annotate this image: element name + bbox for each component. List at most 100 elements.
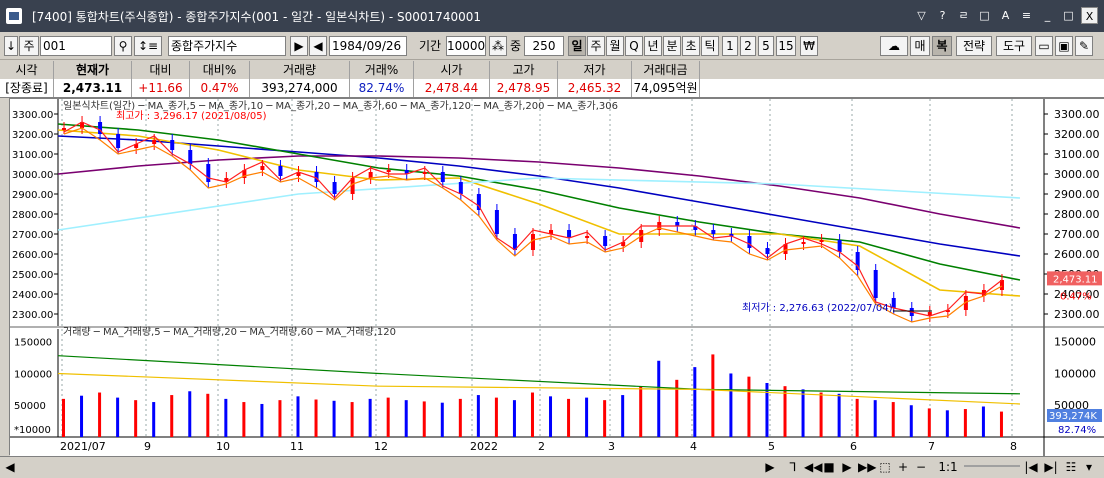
- volume-bar: [152, 402, 156, 437]
- interval-week[interactable]: 주: [587, 36, 605, 56]
- y-tick-right: 3100.00: [1054, 148, 1100, 161]
- volume-bar: [224, 398, 228, 437]
- stop-icon[interactable]: ■: [823, 460, 835, 474]
- zoom-box-icon[interactable]: ⬚: [879, 460, 891, 474]
- candle-body: [422, 172, 427, 174]
- chart-svg[interactable]: 3300.003300.003200.003200.003100.003100.…: [0, 99, 1104, 456]
- zoom-in-icon[interactable]: +: [897, 460, 909, 474]
- scroll-right-icon[interactable]: ▶: [765, 460, 775, 474]
- candle-body: [711, 230, 716, 234]
- link-button[interactable]: ㄹ: [958, 9, 969, 22]
- x-tick-label: 5: [768, 440, 775, 453]
- forward-icon[interactable]: ▶▶: [858, 460, 877, 474]
- market-select[interactable]: 주: [19, 36, 39, 56]
- x-tick-label: 4: [690, 440, 697, 453]
- interval-quarter[interactable]: Q: [625, 36, 643, 56]
- volume-bar: [170, 395, 174, 437]
- left-scroll-panel[interactable]: [0, 98, 10, 455]
- strategy-button[interactable]: 전략: [956, 36, 992, 56]
- interval-15[interactable]: 15: [776, 36, 796, 56]
- volume-bar: [837, 393, 841, 437]
- candle-body: [729, 234, 734, 236]
- first-page-icon[interactable]: |◀: [1024, 460, 1038, 474]
- y-tick-right: 3300.00: [1054, 108, 1100, 121]
- menu-button[interactable]: ≡: [1021, 9, 1032, 22]
- window-title: [7400] 통합차트(주식종합) - 종합주가지수(001 - 일간 - 일본…: [32, 9, 481, 24]
- next-icon[interactable]: ▶: [290, 36, 308, 56]
- search-icon[interactable]: ⚲: [114, 36, 132, 56]
- volume-bar: [98, 392, 102, 437]
- scroll-left-icon[interactable]: ◀: [5, 460, 15, 474]
- date-input[interactable]: 1984/09/26: [329, 36, 407, 56]
- count-input[interactable]: 250: [524, 36, 564, 56]
- code-input[interactable]: 001: [40, 36, 112, 56]
- close-button[interactable]: X: [1081, 7, 1098, 24]
- last-page-icon[interactable]: ▶|: [1044, 460, 1058, 474]
- help-button[interactable]: ?: [939, 9, 946, 22]
- rewind-icon[interactable]: ◀◀: [804, 460, 823, 474]
- folder-icon[interactable]: ▭: [1035, 36, 1053, 56]
- cursor-icon[interactable]: ⅂: [789, 460, 797, 474]
- font-button[interactable]: A: [1001, 9, 1010, 22]
- volume-bar: [476, 395, 480, 437]
- interval-second[interactable]: 초: [682, 36, 700, 56]
- maximize-button[interactable]: □: [1063, 9, 1074, 22]
- options-icon[interactable]: ▾: [1085, 460, 1093, 474]
- candle-body: [675, 222, 680, 226]
- y-tick-right: 3200.00: [1054, 128, 1100, 141]
- stock-name-field[interactable]: 종합주가지수: [168, 36, 286, 56]
- volume-bar: [711, 354, 715, 437]
- y-tick-right: 2900.00: [1054, 188, 1100, 201]
- interval-minute[interactable]: 분: [663, 36, 681, 56]
- settings-icon[interactable]: ☷: [1065, 460, 1077, 474]
- candle-body: [80, 122, 85, 128]
- volume-bar: [512, 400, 516, 437]
- y-tick-left: 2900.00: [12, 190, 53, 201]
- minimize-button[interactable]: _: [1044, 9, 1051, 22]
- interval-year[interactable]: 년: [644, 36, 662, 56]
- y-tick-left: 3200.00: [12, 130, 53, 141]
- interval-tick[interactable]: 틱: [701, 36, 719, 56]
- ma-line-2: [57, 123, 1021, 281]
- volume-bar: [981, 406, 985, 437]
- y-tick-left: 3300.00: [12, 110, 53, 121]
- wrench-icon[interactable]: ✎: [1075, 36, 1093, 56]
- chart-area[interactable]: 3300.00 3300.00 3200.00 3200.00 3100.00 3100.…: [0, 98, 1104, 456]
- interval-month[interactable]: 월: [606, 36, 624, 56]
- quote-header-7: 고가: [490, 61, 558, 79]
- interval-2[interactable]: 2: [740, 36, 756, 56]
- interval-day[interactable]: 일: [568, 36, 586, 56]
- quote-header-0: 시각: [0, 61, 54, 79]
- candle-body: [62, 128, 66, 130]
- quote-header-2: 대비: [132, 61, 190, 79]
- sort-icon[interactable]: ↕≡: [134, 36, 162, 56]
- save-icon[interactable]: ▣: [1055, 36, 1073, 56]
- quote-header-5: 거래%: [350, 61, 414, 79]
- volume-bar: [819, 392, 823, 437]
- pin-button[interactable]: ▽: [917, 9, 926, 22]
- volume-bar: [62, 398, 65, 437]
- compound-button[interactable]: 복: [932, 36, 952, 56]
- sell-buy-button[interactable]: 매: [910, 36, 930, 56]
- screen-button[interactable]: □: [979, 9, 990, 22]
- interval-1[interactable]: 1: [722, 36, 738, 56]
- interval-5[interactable]: 5: [758, 36, 774, 56]
- lock-icon[interactable]: ⁂: [489, 36, 507, 56]
- volume-bar: [314, 399, 318, 437]
- x-tick-label: 8: [1010, 440, 1017, 453]
- prev-icon[interactable]: ◀: [309, 36, 327, 56]
- volume-bar: [332, 400, 336, 437]
- period-input[interactable]: 10000: [446, 36, 486, 56]
- volume-bar: [440, 402, 444, 437]
- volume-bar: [945, 410, 949, 437]
- cloud-icon[interactable]: ☁: [880, 36, 908, 56]
- chart-bg: [10, 99, 1104, 456]
- zoom-out-icon[interactable]: −: [915, 460, 927, 474]
- arrow-down-icon[interactable]: ↓: [4, 36, 18, 56]
- volume-bar: [639, 386, 643, 437]
- tools-button[interactable]: 도구: [996, 36, 1032, 56]
- play-icon[interactable]: ▶: [842, 460, 852, 474]
- won-button[interactable]: ₩: [800, 36, 818, 56]
- volume-bar: [801, 389, 805, 437]
- zoom-slider[interactable]: [964, 465, 1020, 467]
